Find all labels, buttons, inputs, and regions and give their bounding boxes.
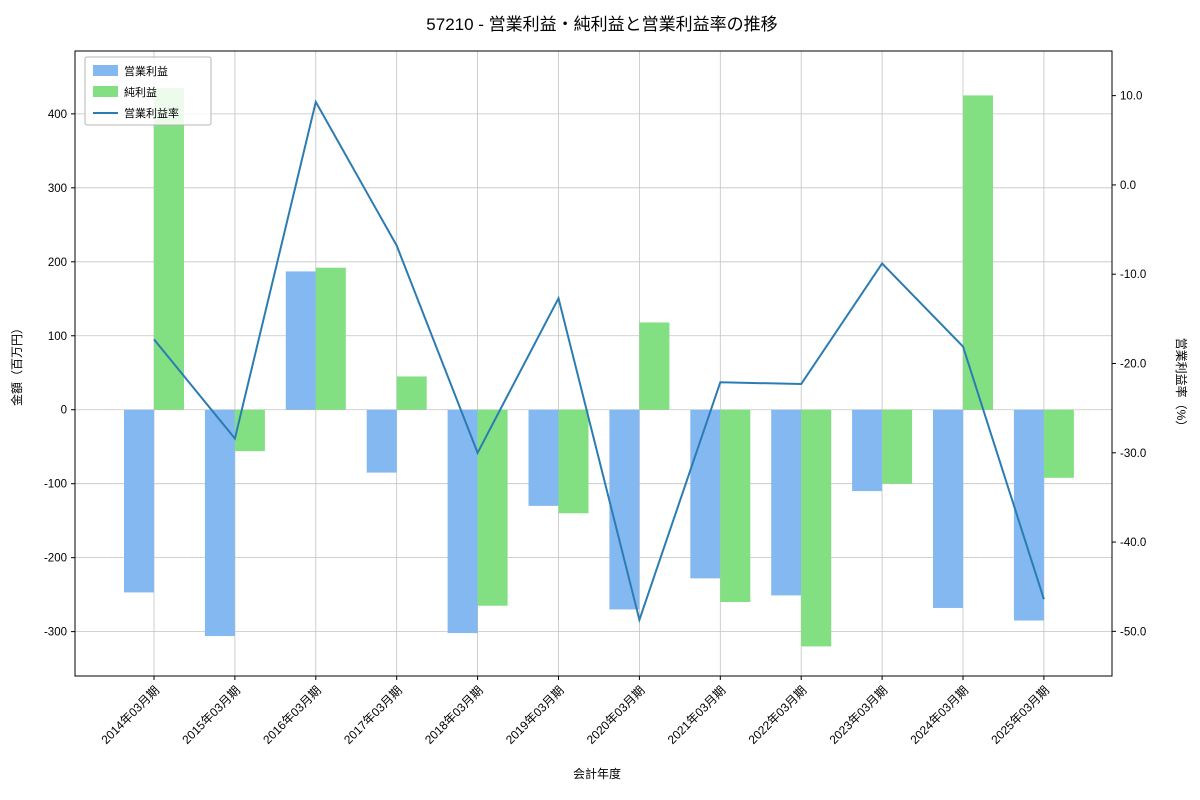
bar-純利益 bbox=[639, 322, 670, 410]
legend-label-営業利益率: 営業利益率 bbox=[124, 106, 179, 120]
bar-営業利益 bbox=[124, 409, 154, 593]
bar-純利益 bbox=[963, 95, 993, 410]
bar-営業利益 bbox=[771, 409, 802, 596]
bar-純利益 bbox=[558, 409, 589, 514]
bar-営業利益 bbox=[933, 409, 963, 608]
left-tick-label: -100 bbox=[44, 479, 67, 491]
bar-営業利益 bbox=[447, 409, 478, 634]
x-tick-label: 2017年03月期 bbox=[341, 683, 405, 747]
bar-純利益 bbox=[315, 267, 346, 410]
rate-line-path bbox=[153, 99, 1045, 624]
x-tick-label: 2020年03月期 bbox=[584, 683, 648, 747]
bar-純利益 bbox=[882, 409, 913, 484]
left-tick-label: -200 bbox=[44, 553, 67, 565]
bar-営業利益 bbox=[690, 409, 721, 579]
chart-title: 57210 - 営業利益・純利益と営業利益率の推移 bbox=[426, 15, 777, 34]
left-tick-label: 400 bbox=[48, 109, 67, 121]
legend-label-純利益: 純利益 bbox=[124, 85, 157, 99]
bar-純利益 bbox=[1043, 409, 1074, 478]
bar-純利益 bbox=[801, 409, 832, 647]
bar-営業利益 bbox=[285, 271, 316, 410]
right-tick-label: -10.0 bbox=[1120, 269, 1146, 281]
left-tick-label: -300 bbox=[44, 627, 67, 639]
bar-営業利益 bbox=[204, 409, 235, 637]
bar-営業利益 bbox=[1013, 409, 1044, 621]
bar-series bbox=[124, 87, 1074, 647]
left-tick-label: 100 bbox=[48, 331, 67, 343]
x-tick-label: 2016年03月期 bbox=[260, 683, 324, 747]
bar-営業利益 bbox=[609, 409, 640, 610]
x-tick-label: 2019年03月期 bbox=[503, 683, 567, 747]
x-tick-label: 2014年03月期 bbox=[98, 683, 162, 747]
x-tick-label: 2018年03月期 bbox=[422, 683, 486, 747]
right-tick-label: -30.0 bbox=[1120, 448, 1146, 460]
left-tick-label: 300 bbox=[48, 183, 67, 195]
bar-営業利益 bbox=[528, 409, 559, 506]
left-tick-label: 200 bbox=[48, 257, 67, 269]
gridlines bbox=[75, 51, 1112, 676]
bar-営業利益 bbox=[852, 409, 883, 492]
right-tick-label: -20.0 bbox=[1120, 359, 1146, 371]
x-tick-label: 2022年03月期 bbox=[746, 683, 810, 747]
legend-label-営業利益: 営業利益 bbox=[124, 64, 168, 78]
right-tick-label: -50.0 bbox=[1120, 626, 1146, 638]
bar-純利益 bbox=[720, 409, 751, 603]
legend-swatch-純利益 bbox=[93, 86, 118, 97]
bar-営業利益 bbox=[366, 409, 397, 473]
bar-純利益 bbox=[477, 409, 508, 606]
x-tick-label: 2021年03月期 bbox=[665, 683, 729, 747]
right-tick-label: -40.0 bbox=[1120, 537, 1146, 549]
bar-純利益 bbox=[154, 87, 184, 410]
right-y-axis-label: 営業利益率（%） bbox=[1174, 338, 1189, 433]
right-tick-label: 0.0 bbox=[1120, 180, 1136, 192]
bar-純利益 bbox=[396, 376, 427, 410]
x-tick-label: 2024年03月期 bbox=[907, 683, 971, 747]
left-tick-label: 0 bbox=[61, 405, 67, 417]
legend-swatch-営業利益 bbox=[93, 65, 118, 76]
x-tick-label: 2025年03月期 bbox=[988, 683, 1052, 747]
rate-line-series bbox=[153, 99, 1045, 624]
x-tick-label: 2023年03月期 bbox=[827, 683, 891, 747]
x-axis-label: 会計年度 bbox=[573, 766, 621, 781]
x-tick-label: 2015年03月期 bbox=[179, 683, 243, 747]
right-tick-label: 10.0 bbox=[1120, 91, 1142, 103]
left-y-axis-label: 金額（百万円） bbox=[9, 322, 24, 406]
